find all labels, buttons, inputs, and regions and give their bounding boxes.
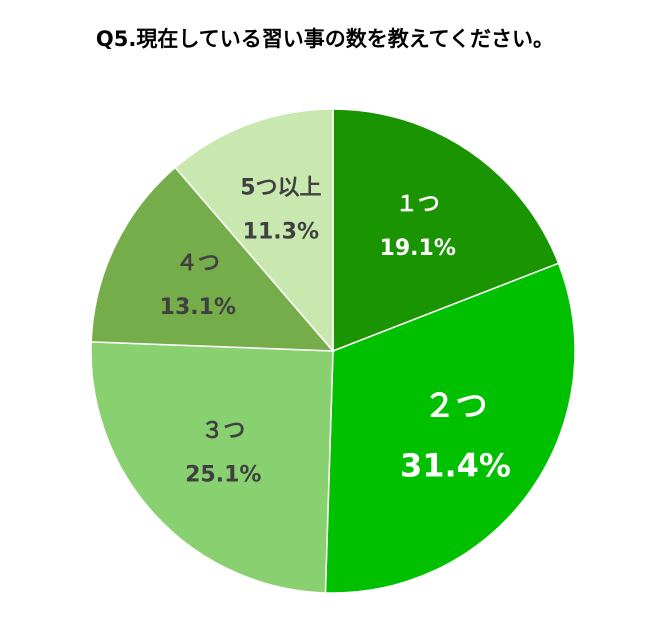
slice-label: １つ [396,192,440,217]
slice-label: 5つ以上 [240,175,321,200]
slice-value-label: 19.1% [380,236,456,261]
slice-value-label: 13.1% [160,295,236,320]
chart-title: Q5.現在している習い事の数を教えてください。 [96,27,554,51]
pie-slice [90,166,335,352]
pie-slice [90,341,334,594]
slice-label: ２つ [423,387,487,425]
pie-slice [332,108,560,353]
slice-label: ４つ [176,251,220,276]
pie-slice [324,262,576,594]
slice-value-label: 11.3% [243,219,319,244]
slice-value-label: 31.4% [400,447,511,485]
slice-label: ３つ [201,418,245,443]
pie-slice [174,108,334,354]
slice-value-label: 25.1% [185,462,261,487]
